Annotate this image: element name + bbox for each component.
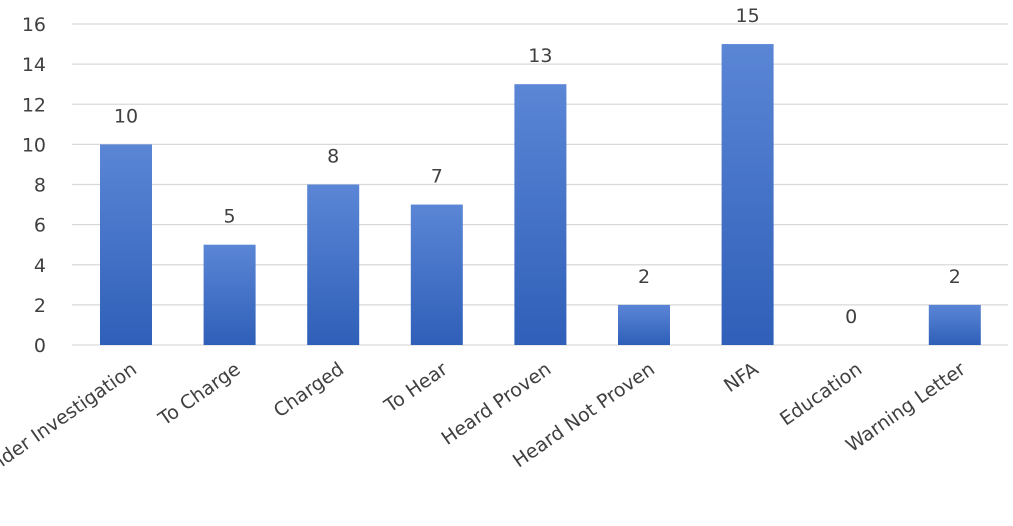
y-tick-label: 4 [34, 255, 46, 277]
data-label: 7 [431, 166, 443, 188]
data-label: 10 [114, 105, 138, 127]
x-tick-label: To Hear [380, 358, 452, 418]
bar [928, 304, 981, 345]
data-label: 0 [845, 306, 857, 328]
y-tick-label: 16 [22, 14, 46, 36]
data-label: 2 [949, 266, 961, 288]
y-tick-label: 8 [34, 175, 46, 197]
bar [410, 204, 463, 345]
x-tick-label: Education [776, 358, 866, 430]
y-tick-label: 2 [34, 295, 46, 317]
bar [203, 244, 256, 345]
y-tick-label: 0 [34, 335, 46, 357]
data-label: 8 [327, 146, 339, 168]
bar [514, 84, 567, 345]
data-label: 15 [736, 5, 760, 27]
x-tick-label: NFA [720, 358, 762, 397]
data-labels: 10 5 8 7 13 2 15 0 2 [114, 5, 961, 328]
bar [100, 144, 152, 345]
x-axis-ticks: Under Investigation To Charge Charged To He… [0, 358, 970, 483]
x-tick-label: Charged [270, 358, 348, 422]
y-axis-ticks: 0 2 4 6 8 10 12 14 16 [22, 14, 46, 357]
bar [721, 44, 774, 345]
data-label: 2 [638, 266, 650, 288]
bar [618, 304, 670, 345]
x-tick-label: To Charge [154, 358, 245, 431]
y-tick-label: 14 [22, 54, 46, 76]
data-label: 13 [528, 45, 552, 67]
data-label: 5 [224, 206, 236, 228]
y-tick-label: 6 [34, 215, 46, 237]
y-tick-label: 12 [22, 94, 46, 116]
y-tick-label: 10 [22, 134, 46, 156]
bar [307, 184, 360, 345]
x-tick-label: Under Investigation [0, 358, 141, 483]
bars [100, 44, 981, 345]
